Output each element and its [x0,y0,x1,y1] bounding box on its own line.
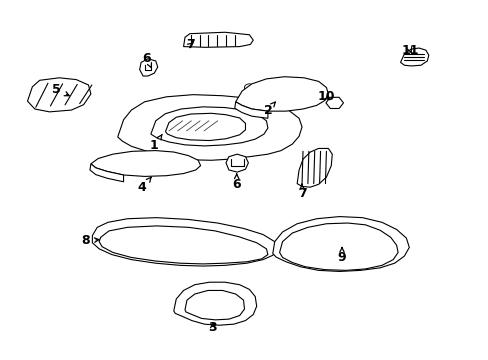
Polygon shape [297,148,331,187]
Polygon shape [92,218,277,266]
Text: 6: 6 [232,174,241,191]
Polygon shape [235,77,328,111]
Polygon shape [325,97,343,108]
Text: 7: 7 [186,38,195,51]
Polygon shape [173,282,256,325]
Text: 11: 11 [401,44,418,57]
Polygon shape [118,95,302,160]
Polygon shape [400,48,428,66]
Polygon shape [27,78,91,112]
Text: 4: 4 [138,177,151,194]
Text: 6: 6 [142,51,151,68]
Text: 9: 9 [337,247,346,264]
Text: 2: 2 [263,102,275,117]
Text: 1: 1 [150,134,162,152]
Polygon shape [151,107,267,146]
Polygon shape [140,59,158,76]
Text: 3: 3 [208,321,217,334]
Polygon shape [225,154,248,172]
Polygon shape [279,223,397,270]
Polygon shape [183,32,253,47]
Text: 10: 10 [317,90,334,103]
Polygon shape [91,150,200,176]
Polygon shape [165,113,245,140]
Polygon shape [272,217,408,271]
Text: 5: 5 [52,83,69,96]
Text: 7: 7 [297,184,306,200]
Polygon shape [184,291,244,320]
Text: 8: 8 [81,234,99,247]
Polygon shape [90,164,123,182]
Polygon shape [234,102,267,118]
Polygon shape [99,226,267,264]
